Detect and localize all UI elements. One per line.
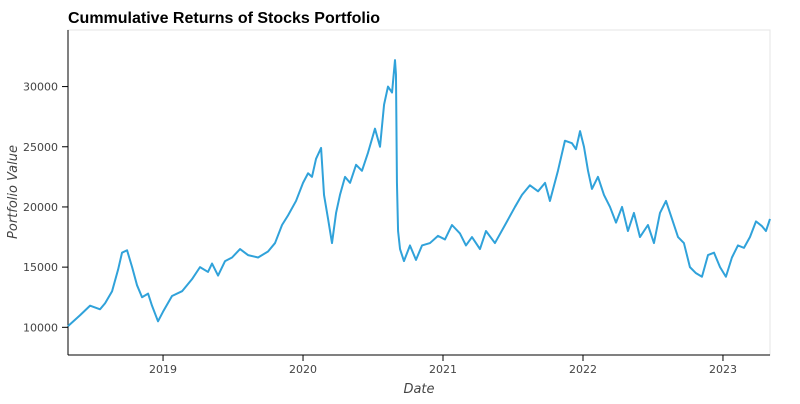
y-tick-label: 15000 (23, 261, 58, 274)
line-series (67, 59, 771, 327)
y-tick-label: 25000 (23, 141, 58, 154)
chart-title: Cummulative Returns of Stocks Portfolio (68, 10, 380, 27)
y-axis-label: Portfolio Value (6, 145, 21, 239)
y-tick-label: 10000 (23, 321, 58, 334)
x-axis-label: Date (403, 382, 434, 397)
x-tick-label: 2020 (289, 363, 317, 376)
x-tick-label: 2023 (709, 363, 737, 376)
x-tick-label: 2019 (149, 363, 177, 376)
plot-frame (67, 29, 771, 356)
x-tick-label: 2021 (429, 363, 457, 376)
y-tick-label: 20000 (23, 201, 58, 214)
x-tick-label: 2022 (569, 363, 597, 376)
y-tick-label: 30000 (23, 81, 58, 94)
